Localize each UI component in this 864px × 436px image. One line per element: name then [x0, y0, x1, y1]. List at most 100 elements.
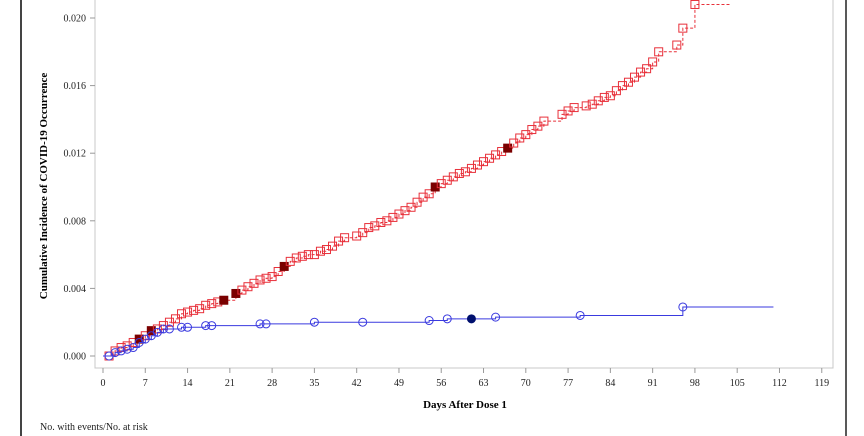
x-tick-label: 84: [605, 378, 615, 389]
x-tick-label: 91: [648, 378, 658, 389]
square-marker: [249, 278, 259, 288]
square-marker: [170, 314, 180, 324]
square-marker: [388, 212, 398, 222]
square-marker: [460, 167, 470, 177]
square-marker: [303, 250, 313, 260]
square-marker: [587, 99, 597, 109]
circle-marker: [261, 319, 271, 329]
square-marker: [400, 206, 410, 216]
square-marker: [569, 103, 579, 113]
square-marker: [509, 138, 519, 148]
x-axis-label: Days After Dose 1: [423, 399, 507, 411]
square-marker: [370, 221, 380, 231]
x-tick-label: 77: [563, 378, 573, 389]
circle-marker: [207, 321, 217, 331]
square-marker: [430, 182, 440, 192]
square-marker: [521, 130, 531, 140]
plot-frame: [94, 0, 834, 369]
square-marker: [394, 209, 404, 219]
square-marker: [533, 121, 543, 131]
y-tick-label: 0.020: [64, 14, 87, 25]
square-marker: [201, 300, 211, 310]
square-marker: [418, 192, 428, 202]
circle-marker: [442, 314, 452, 324]
square-marker: [255, 275, 265, 285]
square-marker: [672, 40, 682, 50]
square-marker: [297, 251, 307, 261]
circle-marker: [158, 324, 168, 334]
circle-marker: [466, 314, 476, 324]
y-axis-label: Cumulative Incidence of COVID-19 Occurre…: [38, 73, 50, 300]
circle-marker: [183, 322, 193, 332]
square-marker: [406, 202, 416, 212]
square-marker: [479, 157, 489, 167]
square-marker: [358, 228, 368, 238]
square-marker: [690, 0, 700, 9]
circle-marker: [201, 321, 211, 331]
circle-marker: [164, 324, 174, 334]
square-marker: [237, 285, 247, 295]
circle-marker: [358, 317, 368, 327]
square-marker: [630, 72, 640, 82]
square-marker: [315, 246, 325, 256]
x-tick-label: 28: [267, 378, 277, 389]
square-marker: [340, 233, 350, 243]
square-marker: [309, 250, 319, 260]
square-marker: [412, 197, 422, 207]
square-marker: [189, 305, 199, 315]
x-tick-label: 35: [309, 378, 319, 389]
circle-marker: [575, 310, 585, 320]
x-tick-label: 14: [183, 378, 193, 389]
square-marker: [291, 253, 301, 263]
square-marker: [648, 57, 658, 67]
square-marker: [442, 175, 452, 185]
square-marker: [605, 91, 615, 101]
square-marker: [328, 241, 338, 251]
square-marker: [207, 299, 217, 309]
square-marker: [321, 245, 331, 255]
circle-marker: [309, 317, 319, 327]
square-marker: [195, 304, 205, 314]
y-tick-label: 0.012: [64, 149, 87, 160]
square-marker: [352, 231, 362, 241]
square-marker: [472, 160, 482, 170]
square-marker: [448, 172, 458, 182]
circle-marker: [491, 312, 501, 322]
x-tick-label: 7: [143, 378, 148, 389]
square-marker: [436, 179, 446, 189]
y-tick-label: 0.000: [64, 352, 87, 363]
circle-marker: [122, 344, 132, 354]
square-marker: [539, 116, 549, 126]
circle-marker: [424, 316, 434, 326]
square-marker: [466, 163, 476, 173]
square-marker: [611, 86, 621, 96]
square-marker: [334, 236, 344, 246]
square-marker: [376, 217, 386, 227]
square-marker: [267, 272, 277, 282]
square-marker: [273, 267, 283, 276]
square-marker: [364, 223, 374, 233]
square-marker: [231, 288, 241, 298]
x-tick-label: 0: [101, 378, 106, 389]
square-marker: [285, 256, 295, 266]
x-tick-label: 105: [730, 378, 745, 389]
square-marker: [599, 92, 609, 102]
circle-marker: [678, 302, 688, 312]
y-tick-label: 0.008: [64, 216, 87, 227]
square-marker: [146, 326, 156, 336]
square-marker: [424, 189, 434, 199]
square-marker: [164, 317, 174, 327]
square-marker: [527, 125, 537, 135]
square-marker: [243, 282, 253, 292]
series-line-1: [103, 3, 732, 357]
square-marker: [261, 273, 271, 283]
square-marker: [581, 101, 591, 111]
x-tick-label: 21: [225, 378, 235, 389]
square-marker: [491, 150, 501, 160]
square-marker: [503, 143, 513, 153]
square-marker: [654, 47, 664, 57]
y-tick-label: 0.004: [64, 284, 87, 295]
circle-marker: [110, 348, 120, 358]
series-line-2: [103, 306, 774, 357]
